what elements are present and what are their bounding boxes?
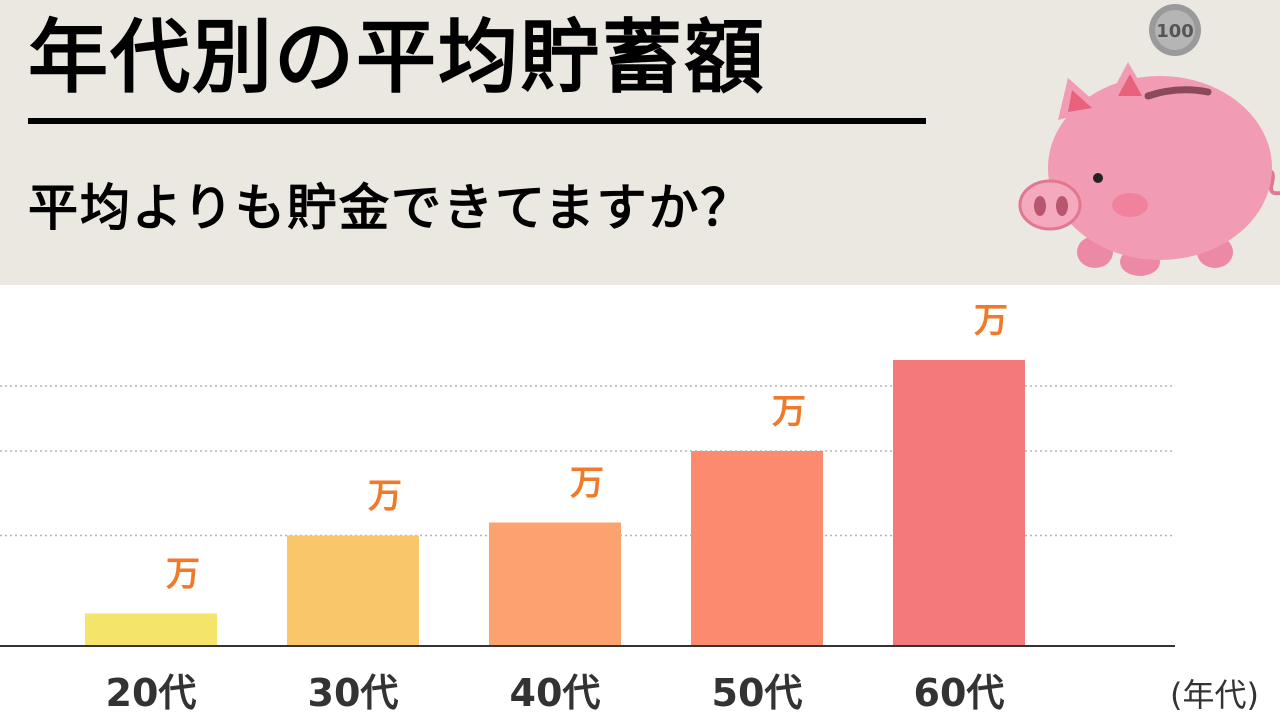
x-axis-title: (年代) (1170, 676, 1259, 714)
bar (489, 522, 621, 646)
coin-text: 100 (1156, 21, 1194, 42)
bar-value-label: 万 (974, 301, 1008, 341)
coin-icon: 100 (1149, 4, 1201, 56)
gridlines (0, 385, 1175, 537)
x-tick-label: 20代 (106, 671, 197, 715)
bar (893, 360, 1025, 646)
bar-chart: 万 20代 万 30代 万 40代 万 50代 万 60代 (年代) (0, 301, 1259, 715)
page-subtitle: 平均よりも貯金できてますか？ (28, 179, 753, 237)
x-tick-label: 30代 (308, 671, 399, 715)
bar-value-label: 万 (166, 555, 200, 595)
piggy-bank-icon: 100 (1018, 4, 1280, 276)
page-title: 年代別の平均貯蓄額 (28, 11, 766, 104)
bar (691, 451, 823, 646)
bars (85, 360, 1025, 646)
bar-value-label: 万 (772, 392, 806, 432)
bar (85, 613, 217, 646)
labels: 万 20代 万 30代 万 40代 万 50代 万 60代 (106, 301, 1008, 715)
chart-panel: 万 20代 万 30代 万 40代 万 50代 万 60代 (年代) (0, 285, 1280, 720)
x-tick-label: 40代 (510, 671, 601, 715)
title-underline (28, 118, 926, 124)
bar (287, 535, 419, 646)
x-tick-label: 60代 (914, 671, 1005, 715)
bar-value-label: 万 (368, 477, 402, 517)
x-tick-label: 50代 (712, 671, 803, 715)
bar-value-label: 万 (570, 464, 604, 504)
